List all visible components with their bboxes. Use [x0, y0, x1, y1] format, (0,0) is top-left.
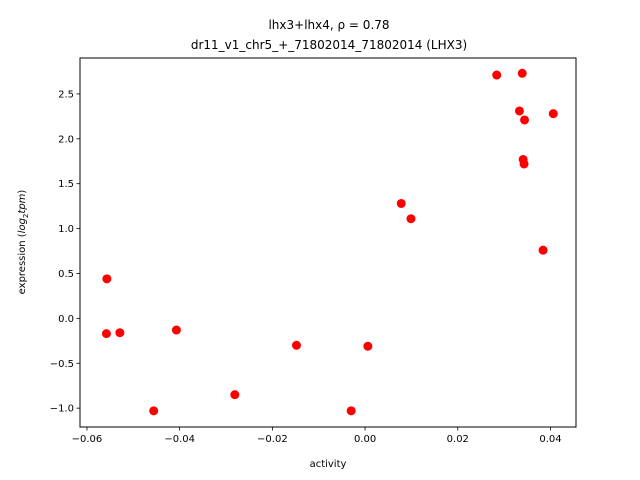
data-point	[406, 214, 416, 224]
data-point	[548, 109, 558, 119]
y-tick-label: −0.5	[50, 359, 74, 370]
data-point	[538, 245, 548, 255]
y-axis-label: expression (log2tpm)	[17, 190, 30, 295]
data-point	[230, 390, 240, 400]
y-axis-label-close: )	[17, 190, 28, 194]
y-axis-label-tpm: tpm	[17, 193, 28, 213]
data-point	[149, 406, 159, 416]
data-point	[520, 115, 530, 125]
data-point	[514, 106, 524, 116]
y-tick-label: −1.0	[50, 404, 74, 415]
data-point	[102, 274, 112, 284]
data-point	[291, 340, 301, 350]
y-axis-ticks: −1.0 −0.5 0.0 0.5 1.0 1.5 2.0 2.5	[50, 89, 80, 415]
y-tick-label: 2.5	[58, 89, 74, 100]
y-tick-label: 1.0	[58, 224, 74, 235]
data-point	[396, 198, 406, 208]
chart-title-line2: dr11_v1_chr5_+_71802014_71802014 (LHX3)	[191, 38, 467, 52]
y-tick-label: 1.5	[58, 179, 74, 190]
x-tick-label: −0.02	[257, 434, 288, 445]
data-point	[363, 341, 373, 351]
x-axis-label: activity	[310, 459, 347, 470]
y-tick-label: 2.0	[58, 134, 74, 145]
x-tick-label: −0.04	[164, 434, 195, 445]
y-tick-label: 0.5	[58, 269, 74, 280]
x-tick-label: 0.02	[447, 434, 469, 445]
y-tick-label: 0.0	[58, 314, 74, 325]
data-point	[101, 329, 111, 339]
chart-title-line1: lhx3+lhx4, ρ = 0.78	[268, 18, 389, 32]
y-axis-label-prefix: expression (	[17, 233, 28, 294]
data-point	[492, 70, 502, 80]
data-point	[115, 328, 125, 338]
x-tick-label: 0.00	[354, 434, 376, 445]
data-point	[519, 159, 529, 169]
plot-frame	[79, 57, 577, 428]
data-point	[346, 406, 356, 416]
data-points	[101, 68, 558, 416]
data-point	[517, 68, 527, 78]
data-point	[171, 325, 181, 335]
x-tick-label: −0.06	[72, 434, 103, 445]
x-axis-ticks: −0.06 −0.04 −0.02 0.00 0.02 0.04	[72, 427, 562, 445]
y-axis-label-sub: 2	[22, 214, 30, 218]
y-axis-label-log: log	[17, 218, 28, 233]
x-tick-label: 0.04	[539, 434, 561, 445]
